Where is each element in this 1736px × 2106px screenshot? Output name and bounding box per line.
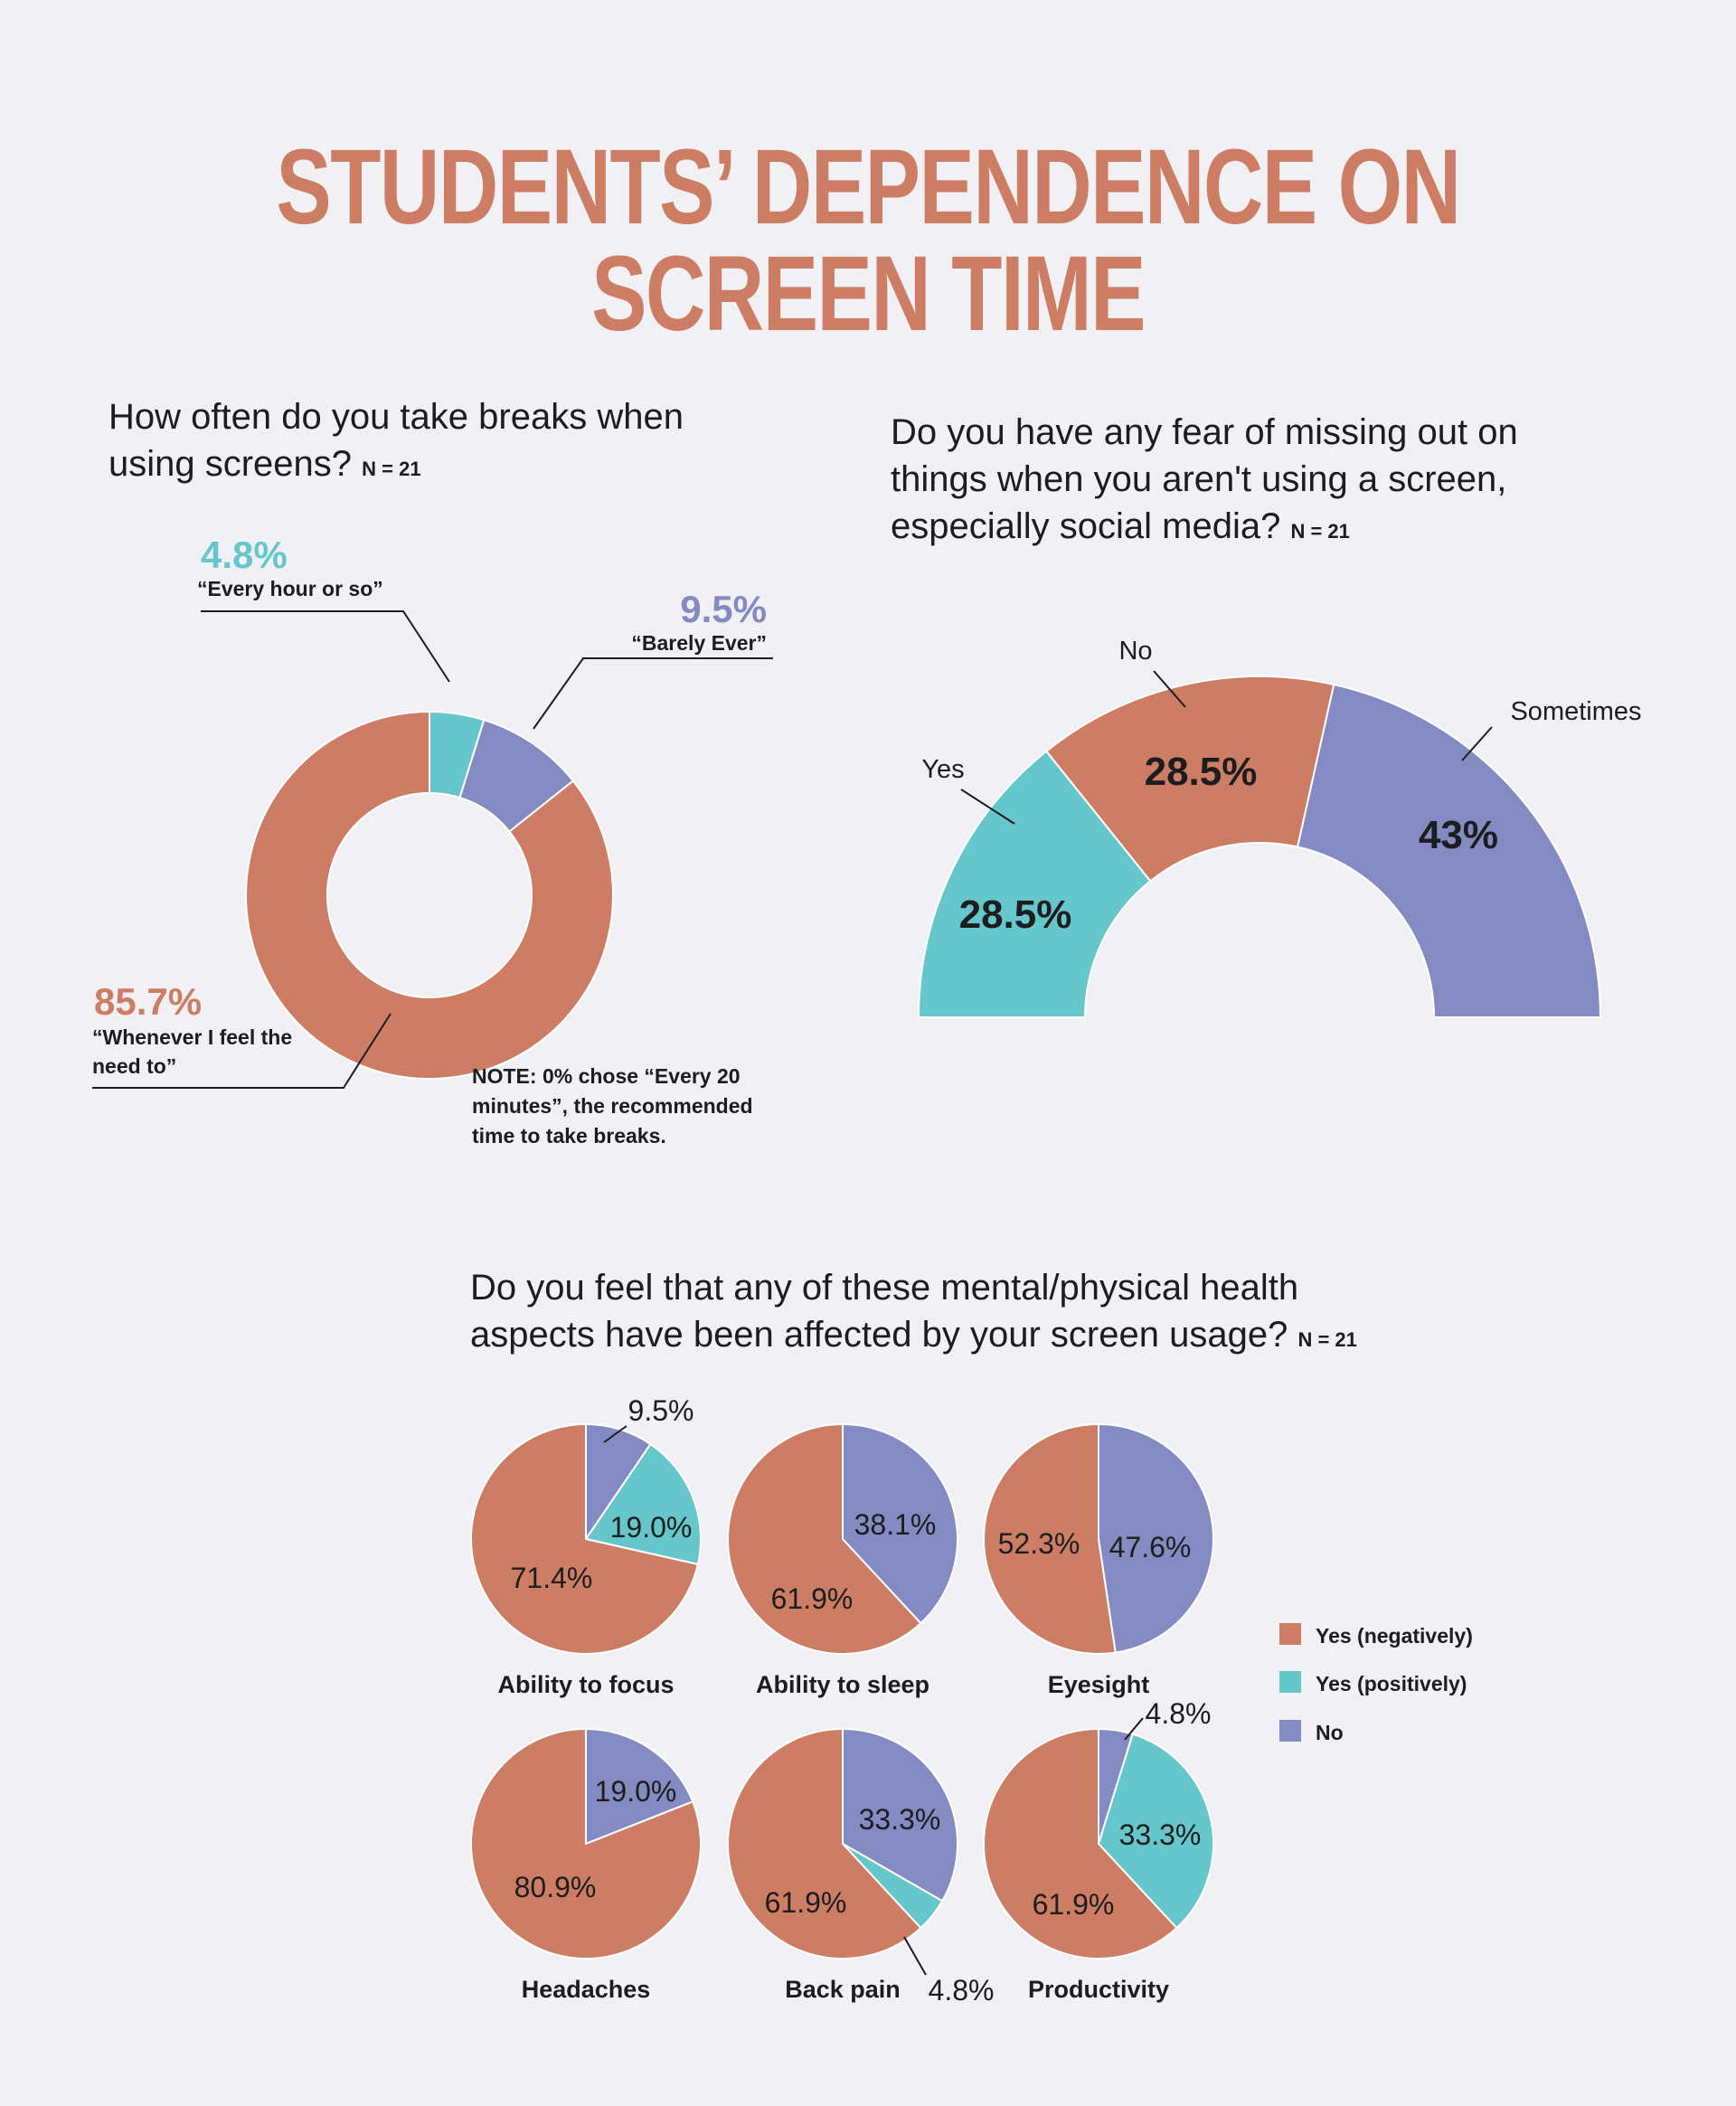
pie-label-negative: 71.4% xyxy=(511,1562,593,1594)
legend-label: Yes (positively) xyxy=(1316,1672,1467,1695)
legend-label: Yes (negatively) xyxy=(1316,1624,1473,1648)
pie-headaches xyxy=(470,1728,702,1960)
legend-swatch xyxy=(1279,1671,1301,1693)
callout-line xyxy=(92,1013,392,1089)
pie-label-no: 33.3% xyxy=(859,1803,941,1836)
pie-slice-negative xyxy=(470,1423,699,1655)
donut-category-label: “Barely Ever” xyxy=(631,631,767,655)
pie-title: Back pain xyxy=(785,1976,901,2003)
question-breaks: How often do you take breaks when using … xyxy=(108,393,687,493)
callout-line xyxy=(1124,1717,1144,1741)
pie-eyesight xyxy=(983,1423,1214,1655)
pie-slice-no xyxy=(585,1423,652,1540)
pie-label-negative: 52.3% xyxy=(998,1527,1080,1560)
callout-line xyxy=(603,1425,627,1443)
pie-slice-no xyxy=(1098,1423,1214,1654)
question-fomo: Do you have any fear of missing out on t… xyxy=(891,409,1614,555)
donut-value-label: 4.8% xyxy=(201,534,288,576)
callout-line xyxy=(1153,670,1186,708)
donut-category-label: need to” xyxy=(92,1054,176,1078)
pie-slice-no xyxy=(842,1728,958,1903)
pie-back-pain xyxy=(727,1728,958,1960)
pie-label-no: 19.0% xyxy=(595,1775,677,1808)
callout-line xyxy=(903,1936,927,1976)
pie-label-negative: 61.9% xyxy=(765,1886,847,1919)
note-text: NOTE: 0% chose “Every 20 xyxy=(472,1064,741,1088)
donut-value-label: 9.5% xyxy=(680,588,767,630)
pie-label-positive: 33.3% xyxy=(1119,1818,1202,1851)
question-text: Do you have any fear of missing out on t… xyxy=(891,412,1518,546)
semi-category-label: Sometimes xyxy=(1510,697,1641,726)
legend-swatch xyxy=(1279,1720,1301,1742)
pie-title: Headaches xyxy=(522,1976,651,2003)
pie-slice-no xyxy=(585,1728,694,1845)
pie-slice-negative xyxy=(727,1728,922,1960)
pie-slice-negative xyxy=(470,1728,702,1960)
sample-size: N = 21 xyxy=(1290,520,1350,543)
callout-line xyxy=(201,610,450,683)
semi-slice-sometimes xyxy=(1296,683,1602,1018)
pie-ability-to-sleep xyxy=(727,1423,958,1655)
callout-line xyxy=(1461,726,1493,761)
pie-label-no: 4.8% xyxy=(1146,1697,1212,1730)
note-text: minutes”, the recommended xyxy=(472,1094,753,1118)
donut-slice-whenever xyxy=(245,710,614,1080)
pie-slice-negative xyxy=(983,1728,1178,1960)
pie-slice-no xyxy=(842,1423,958,1625)
pie-label-positive: 4.8% xyxy=(929,1974,995,2007)
question-health: Do you feel that any of these mental/phy… xyxy=(470,1264,1374,1364)
pie-label-no: 9.5% xyxy=(628,1394,694,1427)
pie-slice-positive xyxy=(585,1443,702,1565)
pie-title: Ability to sleep xyxy=(756,1671,929,1698)
callout-line xyxy=(533,657,773,730)
semi-value-label: 28.5% xyxy=(959,892,1072,937)
legend-swatch xyxy=(1279,1623,1301,1645)
pie-productivity xyxy=(983,1728,1214,1960)
callout-line xyxy=(960,789,1015,825)
semi-category-label: Yes xyxy=(921,755,964,784)
pie-slice-positive xyxy=(1098,1733,1214,1930)
semi-slice-yes xyxy=(917,750,1152,1018)
donut-category-label: “Every hour or so” xyxy=(197,577,383,600)
sample-size: N = 21 xyxy=(362,458,421,480)
pie-title: Productivity xyxy=(1028,1976,1169,2003)
semi-value-label: 28.5% xyxy=(1145,750,1258,794)
page-title: STUDENTS’ DEPENDENCE ON SCREEN TIME xyxy=(276,127,1461,354)
pie-title: Ability to focus xyxy=(498,1671,675,1698)
semi-category-label: No xyxy=(1118,637,1152,666)
pie-label-positive: 19.0% xyxy=(610,1511,693,1544)
pie-title: Eyesight xyxy=(1048,1671,1150,1698)
donut-category-label: “Whenever I feel the xyxy=(92,1025,292,1049)
pie-slice-negative xyxy=(727,1423,922,1655)
semi-slice-no xyxy=(1044,675,1335,883)
legend-label: No xyxy=(1316,1721,1344,1744)
sample-size: N = 21 xyxy=(1297,1328,1357,1351)
pie-ability-to-focus xyxy=(470,1423,702,1655)
note-text: time to take breaks. xyxy=(472,1124,666,1147)
question-text: How often do you take breaks when using … xyxy=(108,397,684,484)
question-text: Do you feel that any of these mental/phy… xyxy=(470,1268,1299,1355)
semi-value-label: 43% xyxy=(1419,813,1498,857)
pie-label-negative: 61.9% xyxy=(771,1582,854,1615)
pie-label-no: 38.1% xyxy=(854,1508,937,1541)
pie-label-no: 47.6% xyxy=(1109,1531,1192,1563)
pie-label-negative: 80.9% xyxy=(514,1871,597,1903)
donut-value-label: 85.7% xyxy=(94,980,202,1023)
pie-slice-negative xyxy=(983,1423,1117,1655)
pie-label-negative: 61.9% xyxy=(1033,1888,1115,1921)
